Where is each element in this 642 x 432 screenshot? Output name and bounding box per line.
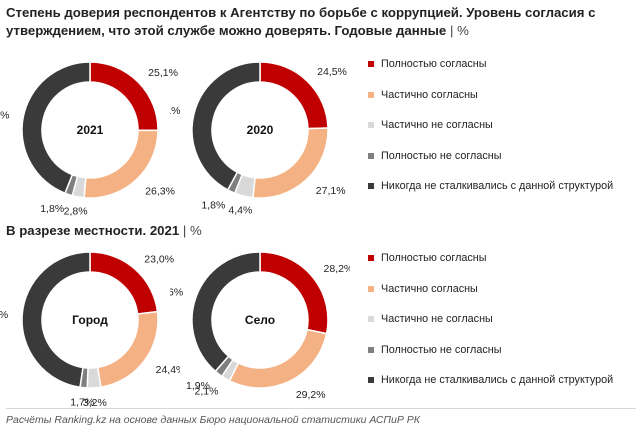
- legend-item-fully-disagree: Полностью не согласны: [368, 150, 501, 162]
- title-annual-separator: |: [449, 23, 454, 38]
- legend-swatch-fully-agree: [368, 255, 374, 261]
- donut-chart-city: 23,0% 24,4% 3,2%1,7% 47,6% Город: [0, 251, 180, 409]
- legend-item-partly-agree: Частично согласны: [368, 283, 478, 295]
- chart-title-locality: В разрезе местности. 2021 | %: [6, 222, 202, 240]
- label-fully-agree-2021: 25,1%: [148, 67, 178, 79]
- legend-swatch-fully-disagree: [368, 346, 374, 353]
- label-fully-disagree-city: 1,7%: [70, 397, 94, 409]
- center-label-2020: 2020: [247, 123, 274, 137]
- label-fully-agree-2020: 24,5%: [317, 66, 347, 78]
- label-partly-disagree-city: 3,2%: [83, 397, 107, 409]
- label-fully-agree-city: 23,0%: [144, 254, 174, 266]
- slice-never-encountered-2020: [191, 61, 261, 191]
- label-never-encountered-village: 38,6%: [170, 286, 183, 298]
- slice-never-encountered-village: [191, 251, 261, 373]
- source-note: Расчёты Ranking.kz на основе данных Бюро…: [6, 414, 420, 426]
- legend-label-fully-disagree: Полностью не согласны: [381, 343, 502, 356]
- title-locality-unit: %: [189, 223, 202, 238]
- label-never-encountered-2020: 42,1%: [170, 105, 180, 117]
- legend-swatch-partly-agree: [368, 91, 374, 98]
- legend-label-never-encountered: Никогда не сталкивались с данной структу…: [381, 180, 614, 192]
- legend-swatch-never-encountered: [368, 183, 374, 189]
- legend-label-partly-agree: Частично согласны: [381, 282, 478, 295]
- label-partly-disagree-village: 2,1%: [195, 386, 219, 398]
- donut-chart-2020: 24,5% 27,1% 4,4%1,8% 42,1% 2020: [170, 61, 347, 217]
- legend-item-partly-disagree: Частично не согласны: [368, 313, 493, 325]
- title-annual-text: Степень доверия респондентов к Агентству…: [6, 5, 596, 38]
- label-partly-disagree-2020: 4,4%: [228, 205, 252, 217]
- legend-item-fully-agree: Полностью согласны: [368, 58, 487, 70]
- legend-label-never-encountered: Никогда не сталкивались с данной структу…: [381, 374, 614, 386]
- center-label-2021: 2021: [77, 123, 104, 137]
- label-partly-agree-2021: 26,3%: [145, 186, 175, 198]
- legend-label-fully-agree: Полностью согласны: [381, 58, 487, 70]
- slice-never-encountered-city: [21, 251, 91, 389]
- legend-swatch-partly-disagree: [368, 122, 374, 128]
- legend-label-partly-disagree: Частично не согласны: [381, 119, 493, 131]
- label-partly-agree-village: 29,2%: [296, 389, 326, 401]
- label-fully-agree-village: 28,2%: [324, 263, 350, 275]
- label-fully-disagree-2020: 1,8%: [201, 199, 225, 211]
- label-never-encountered-city: 47,6%: [0, 309, 8, 321]
- legend-item-fully-disagree: Полностью не согласны: [368, 344, 501, 356]
- legend-swatch-fully-disagree: [368, 152, 374, 159]
- legend-item-fully-agree: Полностью согласны: [368, 252, 487, 264]
- donut-chart-village: 28,2% 29,2% 2,1%1,9% 38,6% Село: [170, 251, 350, 401]
- legend-swatch-fully-agree: [368, 61, 374, 67]
- label-partly-disagree-2021: 2,8%: [64, 206, 88, 218]
- title-annual-unit: %: [457, 23, 469, 38]
- legend-label-partly-agree: Частично согласны: [381, 88, 478, 101]
- title-locality-text: В разрезе местности. 2021: [6, 223, 180, 238]
- title-locality-separator: |: [182, 223, 187, 238]
- legend-swatch-partly-disagree: [368, 316, 374, 322]
- legend-label-fully-agree: Полностью согласны: [381, 252, 487, 264]
- footer-divider: [6, 408, 636, 409]
- legend-item-never-encountered: Никогда не сталкивались с данной структу…: [368, 180, 613, 192]
- label-never-encountered-2021: 44,0%: [0, 110, 9, 122]
- legend-swatch-partly-agree: [368, 285, 374, 292]
- legend-item-never-encountered: Никогда не сталкивались с данной структу…: [368, 374, 613, 386]
- legend-label-fully-disagree: Полностью не согласны: [381, 149, 502, 162]
- label-fully-disagree-2021: 1,8%: [40, 203, 64, 215]
- donut-chart-2021: 25,1% 26,3% 2,8%1,8% 44,0% 2021: [0, 61, 178, 218]
- legend-label-partly-disagree: Частично не согласны: [381, 313, 493, 325]
- slice-partly-agree-village: [228, 328, 328, 389]
- chart-title-annual: Степень доверия респондентов к Агентству…: [6, 4, 626, 40]
- center-label-city: Город: [72, 313, 108, 327]
- center-label-village: Село: [245, 313, 275, 327]
- label-partly-agree-city: 24,4%: [156, 364, 180, 376]
- label-partly-agree-2020: 27,1%: [316, 185, 346, 197]
- legend-item-partly-agree: Частично согласны: [368, 89, 478, 101]
- legend-item-partly-disagree: Частично не согласны: [368, 119, 493, 131]
- slice-partly-disagree-city: [86, 366, 102, 389]
- label-fully-disagree-village: 1,9%: [186, 380, 210, 392]
- slice-never-encountered-2021: [21, 61, 91, 195]
- legend-swatch-never-encountered: [368, 377, 374, 383]
